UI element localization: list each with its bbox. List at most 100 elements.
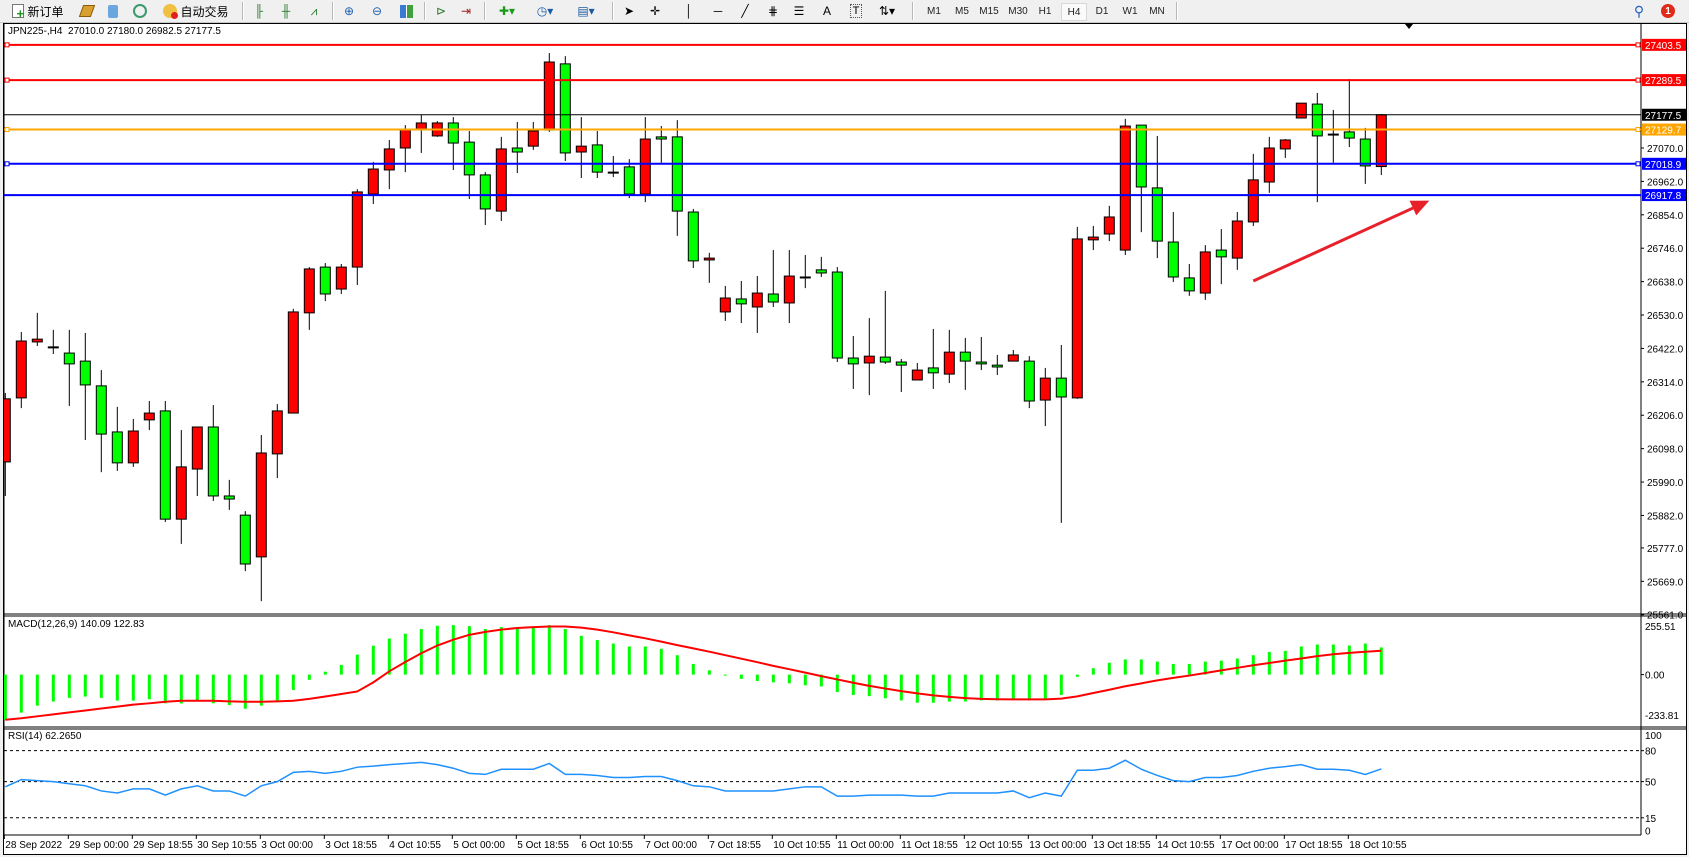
bear-candle[interactable] bbox=[511, 147, 523, 153]
bear-candle[interactable] bbox=[895, 361, 907, 366]
crosshair-button[interactable]: ✛ bbox=[646, 2, 664, 20]
bull-candle[interactable] bbox=[1295, 102, 1307, 119]
bull-candle[interactable] bbox=[303, 268, 315, 314]
chart-shift-marker[interactable] bbox=[1405, 24, 1413, 29]
bear-candle[interactable] bbox=[1135, 124, 1147, 188]
text-label-button[interactable]: T bbox=[847, 2, 865, 20]
bull-candle[interactable] bbox=[399, 129, 411, 149]
line-handle[interactable] bbox=[4, 42, 10, 48]
periods-button[interactable]: ◷▾ bbox=[530, 2, 560, 20]
zoom-out-button[interactable]: ⊖ bbox=[368, 2, 386, 20]
bear-candle[interactable] bbox=[927, 367, 939, 374]
bear-candle[interactable] bbox=[671, 136, 683, 212]
bear-candle[interactable] bbox=[447, 122, 459, 144]
bull-candle[interactable] bbox=[175, 466, 187, 520]
bear-candle[interactable] bbox=[959, 351, 971, 362]
signals-button[interactable] bbox=[131, 2, 149, 20]
bull-candle[interactable] bbox=[751, 292, 763, 308]
bull-candle[interactable] bbox=[719, 297, 731, 313]
fibonacci-fan-button[interactable]: ☰ bbox=[790, 2, 808, 20]
bear-candle[interactable] bbox=[1215, 249, 1227, 258]
bull-candle[interactable] bbox=[415, 122, 427, 130]
bull-candle[interactable] bbox=[335, 266, 347, 290]
bull-candle[interactable] bbox=[15, 340, 27, 399]
bear-candle[interactable] bbox=[1311, 103, 1323, 137]
text-button[interactable]: A bbox=[818, 2, 836, 20]
templates-button[interactable]: ▤▾ bbox=[570, 2, 602, 20]
bull-candle[interactable] bbox=[1247, 179, 1259, 223]
bull-candle[interactable] bbox=[943, 351, 955, 375]
timeframe-mn[interactable]: MN bbox=[1149, 5, 1165, 17]
new-order-button[interactable]: + 新订单 bbox=[4, 2, 72, 20]
bull-candle[interactable] bbox=[1375, 114, 1387, 168]
bull-candle[interactable] bbox=[1231, 220, 1243, 259]
bear-candle[interactable] bbox=[79, 360, 91, 386]
line-handle[interactable] bbox=[1635, 161, 1641, 167]
line-handle[interactable] bbox=[4, 127, 10, 133]
bear-candle[interactable] bbox=[559, 63, 571, 154]
bull-candle[interactable] bbox=[0, 398, 11, 463]
fibonacci-button[interactable]: ⋕ bbox=[764, 2, 782, 20]
bear-candle[interactable] bbox=[847, 357, 859, 365]
candlestick-button[interactable]: ╫ bbox=[277, 2, 295, 20]
timeframe-h4[interactable]: H4 bbox=[1061, 3, 1087, 21]
bear-candle[interactable] bbox=[767, 293, 779, 303]
bull-candle[interactable] bbox=[367, 168, 379, 195]
bull-candle[interactable] bbox=[351, 191, 363, 268]
bear-candle[interactable] bbox=[831, 271, 843, 359]
bull-candle[interactable] bbox=[271, 410, 283, 455]
bull-candle[interactable] bbox=[1103, 216, 1115, 235]
bear-candle[interactable] bbox=[687, 211, 699, 262]
bull-candle[interactable] bbox=[495, 148, 507, 212]
bull-candle[interactable] bbox=[543, 61, 555, 131]
bear-candle[interactable] bbox=[991, 364, 1003, 368]
bear-candle[interactable] bbox=[1167, 241, 1179, 278]
notifications-button[interactable]: 1 bbox=[1658, 2, 1678, 20]
bear-candle[interactable] bbox=[1183, 277, 1195, 292]
timeframe-m5[interactable]: M5 bbox=[955, 5, 969, 17]
horizontal-line-button[interactable]: ─ bbox=[709, 2, 727, 20]
timeframe-m1[interactable]: M1 bbox=[927, 5, 941, 17]
vertical-line-button[interactable]: │ bbox=[680, 2, 698, 20]
trend-arrow[interactable] bbox=[1252, 206, 1414, 283]
bull-candle[interactable] bbox=[1087, 236, 1099, 241]
timeframe-m15[interactable]: M15 bbox=[979, 5, 999, 17]
market-watch-button[interactable] bbox=[104, 2, 122, 20]
tile-windows-button[interactable] bbox=[397, 2, 415, 20]
line-handle[interactable] bbox=[4, 77, 10, 83]
line-handle[interactable] bbox=[1635, 77, 1641, 83]
arrows-button[interactable]: ⇅▾ bbox=[872, 2, 902, 20]
bear-candle[interactable] bbox=[239, 514, 251, 565]
bull-candle[interactable] bbox=[47, 346, 59, 349]
bull-candle[interactable] bbox=[383, 148, 395, 171]
bear-candle[interactable] bbox=[1359, 138, 1371, 167]
line-handle[interactable] bbox=[1635, 127, 1641, 133]
bull-candle[interactable] bbox=[1071, 238, 1083, 399]
search-button[interactable]: ⚲ bbox=[1630, 2, 1648, 20]
line-handle[interactable] bbox=[4, 161, 10, 167]
line-handle[interactable] bbox=[1635, 42, 1641, 48]
bull-candle[interactable] bbox=[703, 257, 715, 261]
chart-shift-button[interactable]: ⇥ bbox=[457, 2, 475, 20]
bear-candle[interactable] bbox=[975, 361, 987, 365]
bear-candle[interactable] bbox=[111, 431, 123, 464]
bear-candle[interactable] bbox=[655, 136, 667, 140]
bear-candle[interactable] bbox=[735, 298, 747, 305]
cursor-button[interactable]: ➤ bbox=[620, 2, 638, 20]
bull-candle[interactable] bbox=[1119, 125, 1131, 251]
bear-candle[interactable] bbox=[159, 410, 171, 520]
bull-candle[interactable] bbox=[191, 426, 203, 470]
bear-candle[interactable] bbox=[63, 352, 75, 365]
bear-candle[interactable] bbox=[591, 144, 603, 173]
bear-candle[interactable] bbox=[1343, 131, 1355, 139]
line-chart-button[interactable]: ⩘ bbox=[305, 2, 323, 20]
chart-window[interactable] bbox=[3, 23, 1687, 855]
bear-candle[interactable] bbox=[207, 426, 219, 497]
timeframe-w1[interactable]: W1 bbox=[1122, 5, 1138, 17]
bull-candle[interactable] bbox=[143, 412, 155, 421]
indicators-button[interactable]: ✚▾ bbox=[492, 2, 522, 20]
bull-candle[interactable] bbox=[1279, 139, 1291, 150]
bear-candle[interactable] bbox=[1151, 187, 1163, 242]
timeframe-m30[interactable]: M30 bbox=[1008, 5, 1028, 17]
